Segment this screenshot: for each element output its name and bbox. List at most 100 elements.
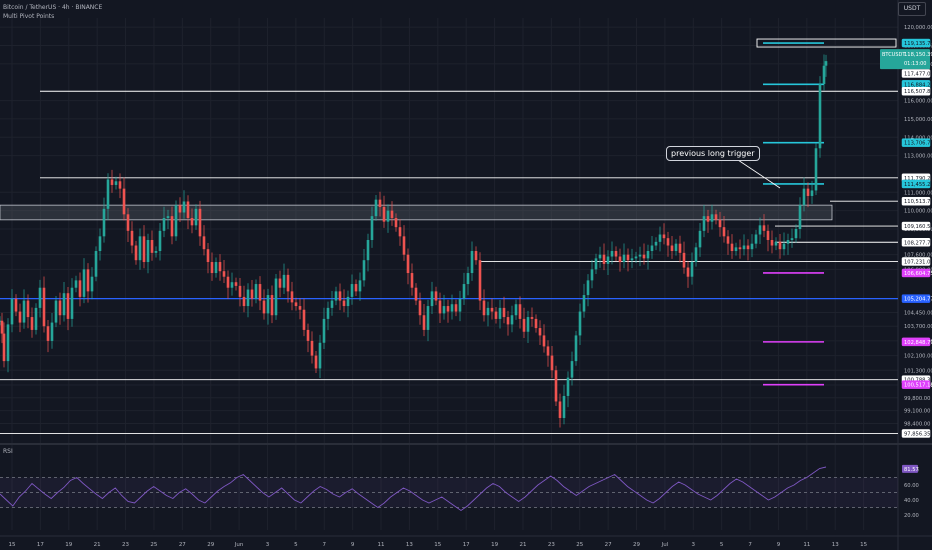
price-badge xyxy=(901,86,931,96)
candle-body xyxy=(242,296,246,307)
candle-body xyxy=(478,260,482,301)
candle-body xyxy=(706,216,710,222)
candle-body xyxy=(658,234,662,242)
candle-body xyxy=(450,304,454,312)
time-tick-label: 23 xyxy=(548,542,555,548)
time-tick-label: 27 xyxy=(179,542,186,548)
candle-body xyxy=(42,287,46,327)
candle-body xyxy=(742,245,746,250)
candle-body xyxy=(546,346,550,356)
candle-body xyxy=(602,254,606,264)
candle-body xyxy=(782,243,786,250)
candle-body xyxy=(206,249,210,263)
price-badge-label: 108,277.74 xyxy=(904,240,932,246)
candle-body xyxy=(542,335,546,347)
candle-body xyxy=(298,306,302,310)
candle-body xyxy=(666,238,670,246)
candle-body xyxy=(14,298,18,312)
price-badge-label: 111,790.28 xyxy=(904,176,932,182)
candle-body xyxy=(550,355,554,371)
rsi-tick-label: 60.00 xyxy=(904,483,919,489)
time-tick-label: Jun xyxy=(234,542,244,548)
candle-body xyxy=(422,315,426,330)
price-tick-label: 101,300.00 xyxy=(904,368,932,374)
time-tick-label: 27 xyxy=(605,542,612,548)
price-tick-label: 115,000.00 xyxy=(904,117,932,123)
candle-body xyxy=(50,322,54,341)
candle-body xyxy=(78,280,82,297)
candle-body xyxy=(694,247,698,263)
candle-body xyxy=(574,335,578,362)
candle-body xyxy=(734,247,738,252)
candle-body xyxy=(122,188,126,215)
time-tick-label: 3 xyxy=(266,542,270,548)
candle-body xyxy=(138,236,142,261)
time-tick-label: 15 xyxy=(9,542,16,548)
candle-body xyxy=(482,300,486,316)
currency-button[interactable]: USDT xyxy=(898,2,926,16)
candle-body xyxy=(446,306,450,312)
candle-body xyxy=(110,179,114,185)
candle-body xyxy=(594,258,598,270)
candle-body xyxy=(10,298,14,325)
candle-body xyxy=(266,295,270,314)
annotation-arrow xyxy=(737,159,781,189)
time-tick-label: 29 xyxy=(207,542,214,548)
candle-body xyxy=(66,293,70,319)
rsi-current-label: 81.57 xyxy=(904,467,919,473)
candle-body xyxy=(674,243,678,252)
candle-body xyxy=(626,254,630,261)
candle-body xyxy=(538,328,542,336)
candle-body xyxy=(810,190,814,196)
candle-body xyxy=(6,324,10,362)
candle-body xyxy=(166,216,170,218)
candle-body xyxy=(738,247,742,250)
time-tick-label: 29 xyxy=(633,542,640,548)
time-tick-label: 19 xyxy=(65,542,72,548)
candle-body xyxy=(570,361,574,378)
price-badge xyxy=(901,429,931,438)
candle-body xyxy=(306,329,310,341)
price-badge xyxy=(901,337,931,347)
price-tick-label: 120,000.00 xyxy=(904,25,932,31)
candle-body xyxy=(182,201,186,213)
candle-body xyxy=(94,251,98,277)
candle-body xyxy=(498,307,502,319)
candle-body xyxy=(114,181,118,185)
rsi-line xyxy=(0,466,827,512)
time-tick-label: 17 xyxy=(463,542,470,548)
candle-body xyxy=(462,284,466,299)
candle-body xyxy=(222,271,226,277)
candle-body xyxy=(590,269,594,281)
candle-body xyxy=(610,251,614,257)
last-price-badge xyxy=(880,49,930,70)
price-badge-label: 102,848.71 xyxy=(904,340,932,346)
candle-body xyxy=(758,225,762,235)
price-badge-label: 105,204.77 xyxy=(904,297,932,303)
candle-body xyxy=(338,291,342,301)
price-tick-label: 114,000.00 xyxy=(904,135,932,141)
candle-body xyxy=(70,287,74,319)
price-badge-label: 113,706.73 xyxy=(904,141,932,147)
candle-body xyxy=(126,214,130,231)
candle-body xyxy=(642,254,646,259)
candle-body xyxy=(282,274,286,288)
candle-body xyxy=(250,289,254,299)
candle-body xyxy=(254,284,258,299)
candle-body xyxy=(394,217,398,228)
candle-body xyxy=(154,251,158,253)
candle-body xyxy=(158,230,162,252)
time-tick-label: 21 xyxy=(94,542,101,548)
candle-body xyxy=(470,251,474,274)
candle-body xyxy=(310,340,314,356)
candle-body xyxy=(218,262,222,272)
price-tick-label: 104,450.00 xyxy=(904,310,932,316)
time-tick-label: 25 xyxy=(576,542,583,548)
candle-body xyxy=(230,282,234,288)
candle-body xyxy=(214,262,218,274)
candle-body xyxy=(238,285,242,297)
price-badge xyxy=(901,294,931,303)
candle-body xyxy=(618,256,622,263)
candle-body xyxy=(438,300,442,314)
candle-body xyxy=(426,306,430,330)
